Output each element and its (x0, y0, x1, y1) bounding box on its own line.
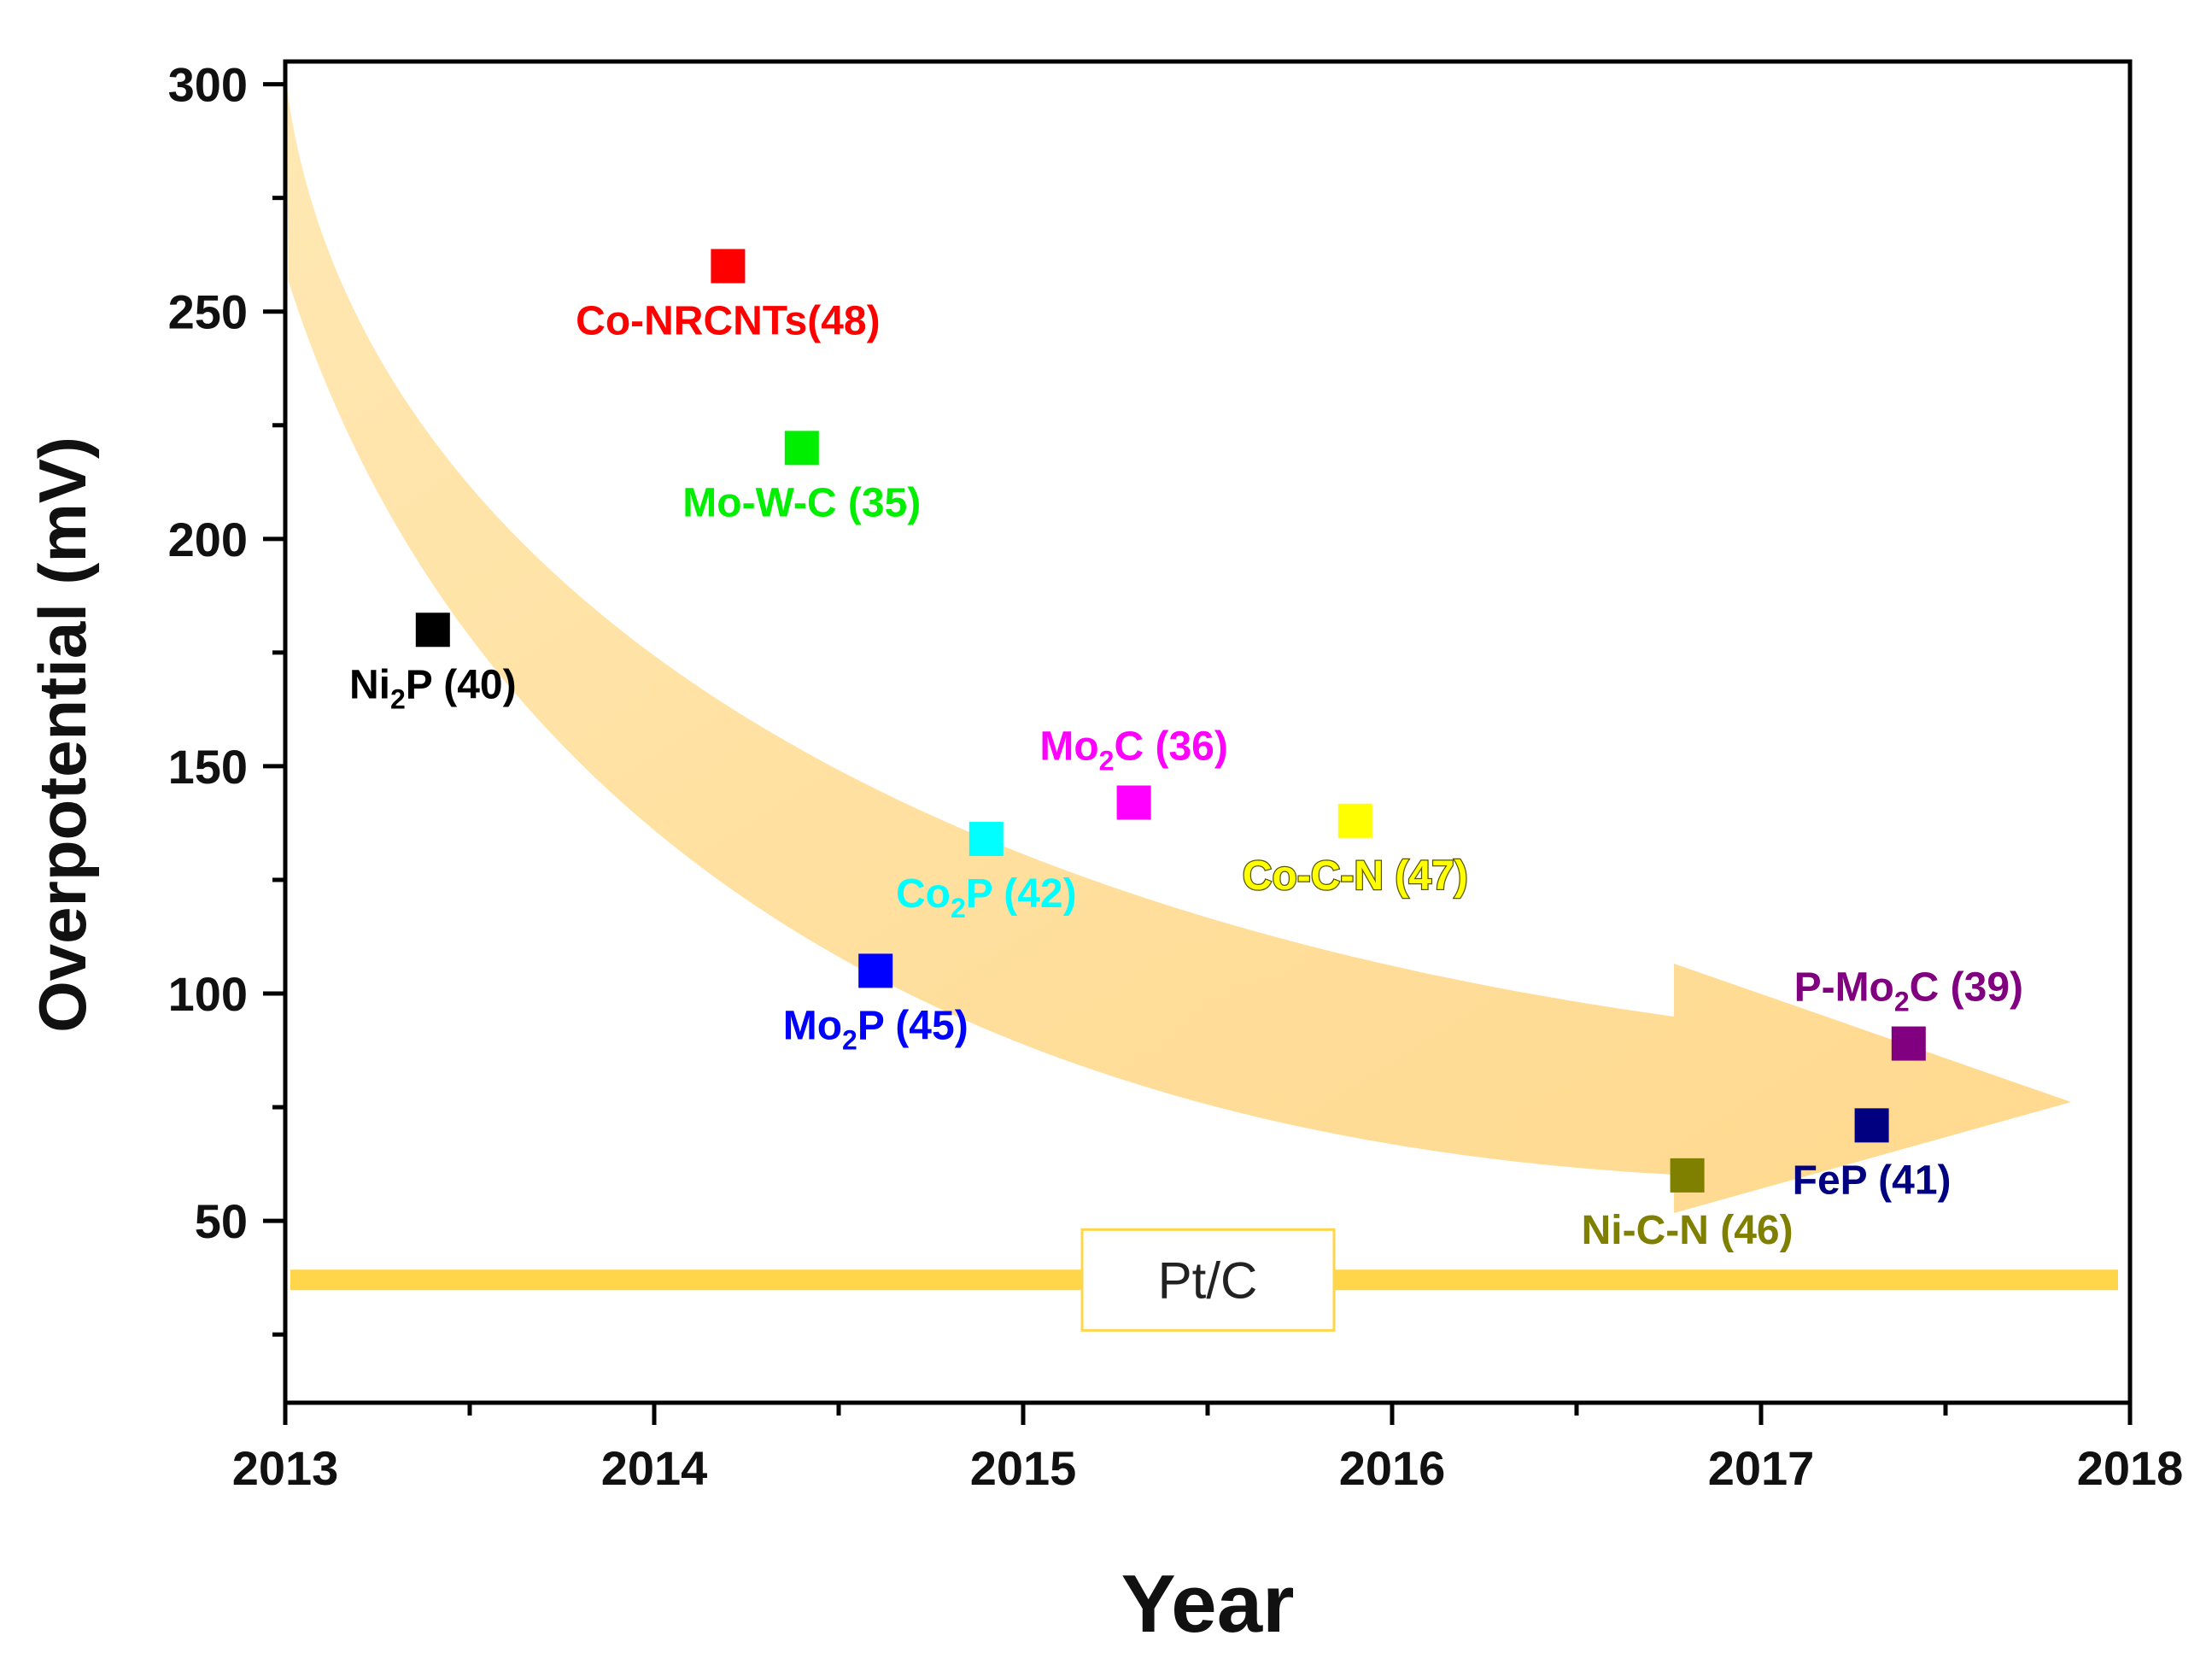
label-main: P-Mo (1794, 965, 1894, 1011)
label-mo-w-c: Mo-W-C (35) (682, 480, 921, 525)
point-co-c-n (1337, 803, 1372, 838)
label-subscript: 2 (842, 1024, 857, 1055)
y-tick-label: 150 (168, 740, 248, 794)
y-tick-label: 250 (168, 285, 248, 339)
x-tick-label: 2016 (1339, 1441, 1446, 1495)
label-subscript: 2 (1894, 987, 1910, 1017)
point-p-mo2c (1891, 1026, 1926, 1061)
point-ni2p (415, 613, 450, 648)
data-points: Ni2P (40)Co-NRCNTs(48)Mo-W-C (35)Mo2P (4… (349, 249, 2023, 1253)
label-rest: C (36) (1114, 724, 1227, 769)
label-rest: P (45) (857, 1003, 968, 1048)
point-ni-c-n (1670, 1158, 1705, 1193)
label-rest: C (39) (1910, 965, 2023, 1011)
label-subscript: 2 (1099, 745, 1115, 776)
y-tick-label: 200 (168, 513, 248, 566)
y-tick-label: 300 (168, 58, 248, 112)
label-rest: P (40) (406, 662, 517, 707)
label-main: Mo-W-C (35) (682, 480, 921, 525)
x-axis-title: Year (1121, 1558, 1295, 1650)
point-mo-w-c (784, 431, 819, 466)
point-co2p (968, 822, 1004, 857)
label-subscript: 2 (951, 893, 966, 923)
point-mo2c (1116, 785, 1151, 820)
x-axis: 2013 2014 2015 2016 2017 2018 (232, 1403, 2184, 1495)
label-co2p: Co2P (42) (896, 871, 1077, 923)
label-main: Co (896, 871, 951, 917)
label-main: FeP (41) (1793, 1158, 1952, 1203)
label-ni-c-n: Ni-C-N (46) (1582, 1208, 1794, 1253)
y-tick-label: 100 (168, 967, 248, 1021)
label-mo2c: Mo2C (36) (1039, 724, 1227, 776)
x-tick-label: 2013 (232, 1441, 339, 1495)
pt-c-reference: Pt/C (290, 1228, 2118, 1332)
label-ni2p: Ni2P (40) (349, 662, 517, 714)
x-tick-label: 2014 (601, 1441, 708, 1495)
label-subscript: 2 (390, 683, 406, 714)
pt-c-label-box (1080, 1228, 1336, 1332)
label-main: Co-NRCNTs(48) (576, 298, 880, 343)
point-mo2p (858, 953, 893, 988)
x-tick-label: 2015 (970, 1441, 1077, 1495)
label-main: Ni-C-N (46) (1582, 1208, 1794, 1253)
label-p-mo2c: P-Mo2C (39) (1794, 965, 2023, 1017)
y-axis-title: Overpotential (mV) (25, 437, 100, 1033)
point-co-nrcnts (711, 249, 746, 284)
label-co-c-n: Co-C-N (47) (1243, 853, 1468, 899)
y-axis: 50 100 150 200 250 300 (168, 58, 285, 1337)
point-fep (1854, 1108, 1889, 1143)
y-tick-label: 50 (195, 1194, 248, 1248)
label-main: Mo (783, 1003, 842, 1048)
label-co-nrcnts: Co-NRCNTs(48) (576, 298, 880, 343)
trend-arrow (286, 81, 2071, 1213)
label-main: Ni (349, 662, 390, 707)
x-tick-label: 2018 (2077, 1441, 2184, 1495)
pt-c-label: Pt/C (1158, 1252, 1258, 1309)
label-rest: P (42) (966, 871, 1077, 917)
label-main: Co-C-N (47) (1243, 853, 1468, 899)
x-tick-label: 2017 (1708, 1441, 1815, 1495)
label-main: Mo (1039, 724, 1098, 769)
label-mo2p: Mo2P (45) (783, 1003, 968, 1055)
label-fep: FeP (41) (1793, 1158, 1952, 1203)
